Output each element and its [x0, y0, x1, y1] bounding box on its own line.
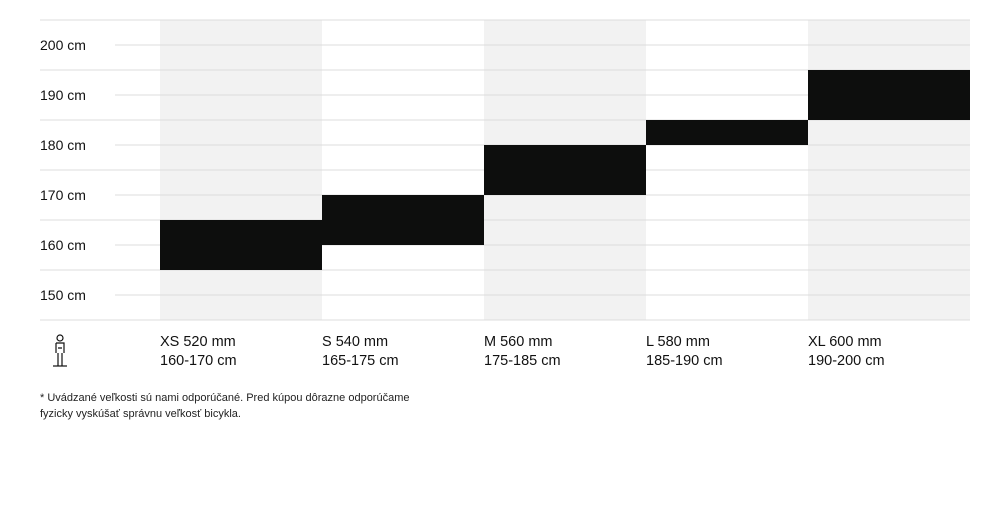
footnote: * Uvádzané veľkosti sú nami odporúčané. …	[40, 390, 510, 422]
y-tick-label: 170 cm	[40, 187, 86, 203]
category-size-label: XS 520 mm	[160, 334, 236, 350]
range-bar	[646, 120, 808, 145]
category-size-label: M 560 mm	[484, 334, 553, 350]
y-tick-label: 150 cm	[40, 287, 86, 303]
range-bar	[808, 70, 970, 120]
range-bar	[484, 145, 646, 195]
y-tick-label: 190 cm	[40, 87, 86, 103]
category-size-label: S 540 mm	[322, 334, 388, 350]
y-tick-label: 200 cm	[40, 37, 86, 53]
category-range-label: 185-190 cm	[646, 353, 723, 369]
category-size-label: L 580 mm	[646, 334, 710, 350]
footnote-line-2: fyzicky vyskúšať správnu veľkosť bicykla…	[40, 408, 241, 420]
category-range-label: 160-170 cm	[160, 353, 237, 369]
category-range-label: 190-200 cm	[808, 353, 885, 369]
category-range-label: 165-175 cm	[322, 353, 399, 369]
y-tick-label: 160 cm	[40, 237, 86, 253]
person-height-icon	[53, 334, 67, 367]
category-size-label: XL 600 mm	[808, 334, 882, 350]
category-range-label: 175-185 cm	[484, 353, 561, 369]
footnote-line-1: * Uvádzané veľkosti sú nami odporúčané. …	[40, 392, 410, 404]
y-tick-label: 180 cm	[40, 137, 86, 153]
range-bar	[160, 220, 322, 270]
range-bar	[322, 195, 484, 245]
